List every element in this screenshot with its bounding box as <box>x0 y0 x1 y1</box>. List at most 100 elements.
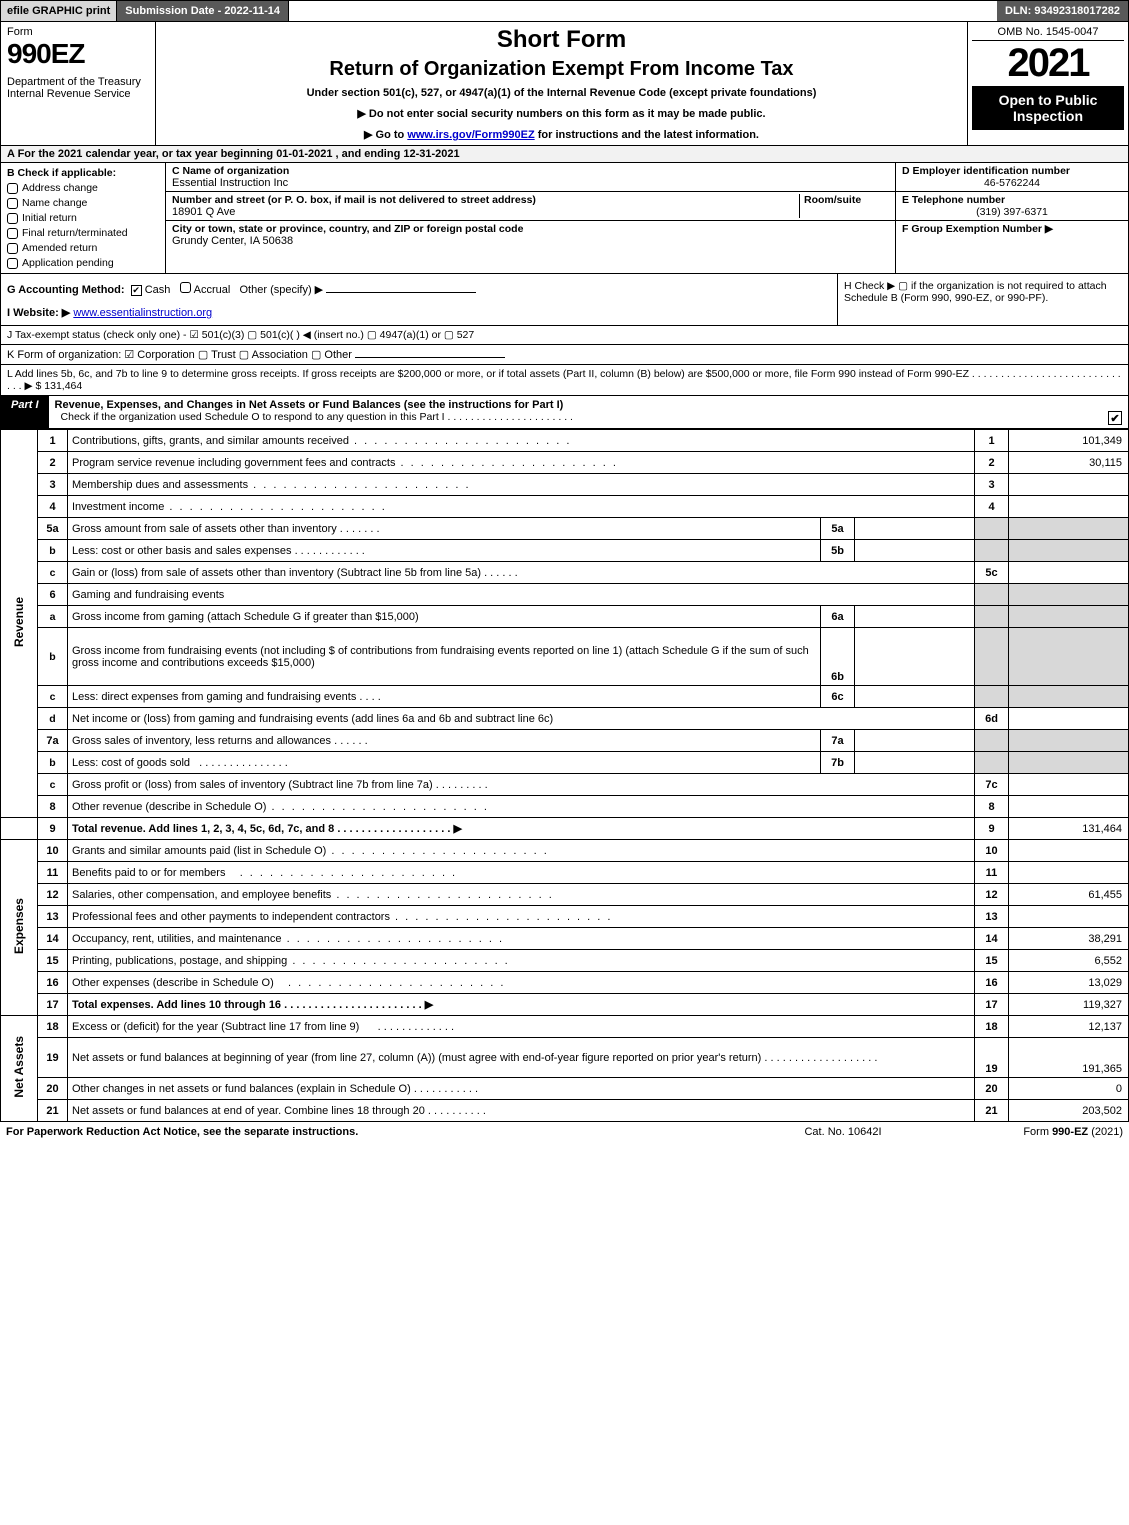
line-desc: Less: cost of goods sold . . . . . . . .… <box>68 752 821 774</box>
l-amount: 131,464 <box>44 380 82 392</box>
line-value: 13,029 <box>1009 972 1129 994</box>
line-value <box>1009 862 1129 884</box>
k-other-blank[interactable] <box>355 357 505 358</box>
website-link[interactable]: www.essentialinstruction.org <box>73 307 212 319</box>
irs-link[interactable]: www.irs.gov/Form990EZ <box>407 129 534 141</box>
line-value: 119,327 <box>1009 994 1129 1016</box>
dln-label: DLN: 93492318017282 <box>997 1 1128 21</box>
row-l: L Add lines 5b, 6c, and 7b to line 9 to … <box>0 365 1129 396</box>
footer-pre: Form <box>1023 1126 1052 1138</box>
cb-application-pending[interactable]: Application pending <box>7 257 159 269</box>
g-other-blank[interactable] <box>326 292 476 293</box>
mid-num: 7b <box>821 752 855 774</box>
line-num: 20 <box>38 1078 68 1100</box>
cb-amended-return[interactable]: Amended return <box>7 242 159 254</box>
h-text: H Check ▶ ▢ if the organization is not r… <box>844 280 1107 304</box>
line-num: 8 <box>38 796 68 818</box>
room-label: Room/suite <box>804 194 861 206</box>
line-num: 15 <box>38 950 68 972</box>
line-num: 21 <box>38 1100 68 1122</box>
org-name-block: C Name of organization Essential Instruc… <box>166 163 895 192</box>
j-text: J Tax-exempt status (check only one) - ☑… <box>7 329 474 341</box>
part1-header: Part I Revenue, Expenses, and Changes in… <box>0 396 1129 429</box>
g-cash: Cash <box>145 284 171 296</box>
row-j: J Tax-exempt status (check only one) - ☑… <box>0 326 1129 345</box>
cb-final-return[interactable]: Final return/terminated <box>7 227 159 239</box>
line-num: 17 <box>38 994 68 1016</box>
line-rnum: 6d <box>975 708 1009 730</box>
checkbox-icon[interactable] <box>7 183 18 194</box>
part1-desc-wrap: Revenue, Expenses, and Changes in Net As… <box>49 396 1128 428</box>
cb-label: Initial return <box>22 212 77 224</box>
row-k: K Form of organization: ☑ Corporation ▢ … <box>0 345 1129 365</box>
goto-line: ▶ Go to www.irs.gov/Form990EZ for instru… <box>162 128 961 141</box>
line-rnum: 18 <box>975 1016 1009 1038</box>
checkbox-cash-icon[interactable]: ✔ <box>131 285 142 296</box>
line-num: 10 <box>38 840 68 862</box>
c-name-label: C Name of organization <box>172 165 889 177</box>
line-desc: Benefits paid to or for members <box>68 862 975 884</box>
block-bcdef: B Check if applicable: Address change Na… <box>0 163 1129 274</box>
gray-cell <box>975 584 1009 606</box>
cb-label: Address change <box>22 182 98 194</box>
checkbox-icon[interactable] <box>7 258 18 269</box>
mid-val <box>855 606 975 628</box>
line-value <box>1009 840 1129 862</box>
gray-cell <box>975 752 1009 774</box>
k-text: K Form of organization: ☑ Corporation ▢ … <box>7 349 352 361</box>
part1-scheduleo-checkbox-icon[interactable]: ✔ <box>1108 411 1122 425</box>
line-desc: Total revenue. Add lines 1, 2, 3, 4, 5c,… <box>68 818 975 840</box>
cb-label: Final return/terminated <box>22 227 128 239</box>
line-num: 13 <box>38 906 68 928</box>
mid-val <box>855 686 975 708</box>
line-desc: Printing, publications, postage, and shi… <box>68 950 975 972</box>
line-value <box>1009 906 1129 928</box>
line-desc: Other revenue (describe in Schedule O) <box>68 796 975 818</box>
row-gh: G Accounting Method: ✔ Cash Accrual Othe… <box>0 274 1129 326</box>
line-value <box>1009 474 1129 496</box>
efile-print-button[interactable]: efile GRAPHIC print <box>1 1 117 21</box>
checkbox-icon[interactable] <box>7 213 18 224</box>
line-rnum: 2 <box>975 452 1009 474</box>
checkbox-accrual-icon[interactable] <box>180 282 191 293</box>
header-right: OMB No. 1545-0047 2021 Open to Public In… <box>968 22 1128 145</box>
top-bar: efile GRAPHIC print Submission Date - 20… <box>0 0 1129 22</box>
department-label: Department of the Treasury Internal Reve… <box>7 76 149 100</box>
revenue-section-label: Revenue <box>1 430 38 818</box>
line-num: 4 <box>38 496 68 518</box>
ein-value: 46-5762244 <box>902 177 1122 189</box>
line-num: 16 <box>38 972 68 994</box>
line-num: 3 <box>38 474 68 496</box>
checkbox-icon[interactable] <box>7 243 18 254</box>
line-rnum: 11 <box>975 862 1009 884</box>
line-num: b <box>38 628 68 686</box>
line-num: 12 <box>38 884 68 906</box>
cb-label: Name change <box>22 197 87 209</box>
netassets-section-label: Net Assets <box>1 1016 38 1122</box>
line-desc: Occupancy, rent, utilities, and maintena… <box>68 928 975 950</box>
checkbox-icon[interactable] <box>7 198 18 209</box>
line-num: 14 <box>38 928 68 950</box>
checkbox-icon[interactable] <box>7 228 18 239</box>
line-desc: Excess or (deficit) for the year (Subtra… <box>68 1016 975 1038</box>
line-desc: Program service revenue including govern… <box>68 452 975 474</box>
gray-cell <box>975 730 1009 752</box>
cb-name-change[interactable]: Name change <box>7 197 159 209</box>
line-rnum: 4 <box>975 496 1009 518</box>
cb-address-change[interactable]: Address change <box>7 182 159 194</box>
line-value <box>1009 496 1129 518</box>
mid-val <box>855 628 975 686</box>
line-rnum: 19 <box>975 1038 1009 1078</box>
line-desc: Less: direct expenses from gaming and fu… <box>68 686 821 708</box>
line-value <box>1009 708 1129 730</box>
cb-initial-return[interactable]: Initial return <box>7 212 159 224</box>
line-desc: Gross profit or (loss) from sales of inv… <box>68 774 975 796</box>
line-num: 18 <box>38 1016 68 1038</box>
tax-year: 2021 <box>972 41 1124 86</box>
line-desc: Grants and similar amounts paid (list in… <box>68 840 975 862</box>
line-rnum: 7c <box>975 774 1009 796</box>
gray-cell <box>1009 686 1129 708</box>
line-num: c <box>38 774 68 796</box>
header-left: Form 990EZ Department of the Treasury In… <box>1 22 156 145</box>
e-block: E Telephone number (319) 397-6371 <box>896 192 1128 221</box>
